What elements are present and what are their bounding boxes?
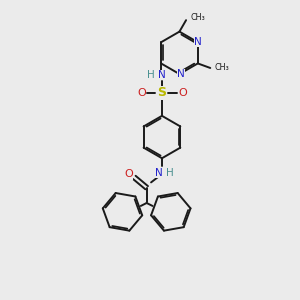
Text: N: N — [158, 70, 166, 80]
Text: O: O — [137, 88, 146, 98]
Text: CH₃: CH₃ — [190, 13, 205, 22]
Text: O: O — [178, 88, 187, 98]
Text: H: H — [148, 70, 155, 80]
Text: O: O — [124, 169, 134, 179]
Text: CH₃: CH₃ — [215, 64, 230, 73]
Text: N: N — [154, 168, 162, 178]
Text: H: H — [166, 168, 174, 178]
Text: S: S — [158, 86, 166, 99]
Text: N: N — [177, 69, 185, 79]
Text: N: N — [194, 37, 202, 47]
